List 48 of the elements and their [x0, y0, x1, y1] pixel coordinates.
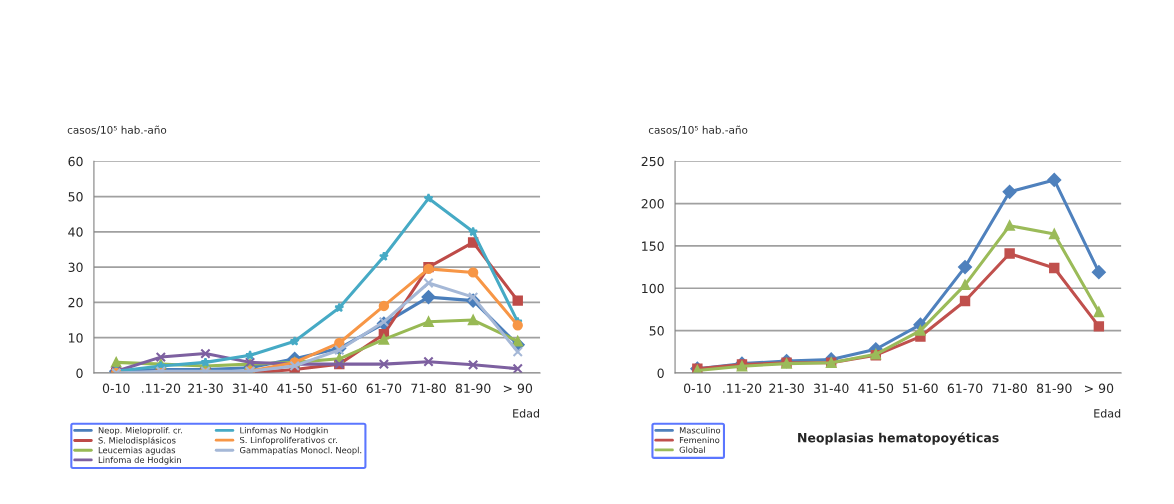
legend-label: S. Linfoproliferativos cr. — [240, 436, 337, 445]
y-axis-title: casos/10⁵ hab.-año — [67, 125, 167, 135]
y-tick-label: 20 — [68, 297, 83, 308]
y-tick-label: 50 — [68, 192, 83, 202]
x-tick-label: 0-10 — [684, 383, 711, 394]
y-tick-label: 40 — [68, 227, 83, 237]
y-tick-label: 100 — [642, 283, 664, 294]
x-axis-title: Edad — [1094, 408, 1121, 418]
x-tick-label: 31-40 — [232, 383, 268, 394]
x-tick-label: 31-40 — [813, 383, 849, 394]
legend-label: Neop. Mieloprolif. cr. — [98, 427, 182, 436]
x-tick-label: 0-10 — [102, 383, 130, 394]
y-tick-label: 200 — [641, 199, 664, 209]
y-tick-label: 60 — [68, 156, 83, 167]
y-tick-label: 30 — [68, 262, 83, 273]
y-axis-title: casos/10⁵ hab.-año — [648, 125, 748, 135]
x-tick-label: 71-80 — [411, 383, 446, 394]
y-tick-label: 0 — [76, 368, 83, 378]
legend-label: Linfoma de Hodgkin — [98, 456, 181, 465]
x-tick-label: 21-30 — [188, 383, 223, 394]
y-tick-label: 0 — [657, 368, 664, 378]
x-tick-label: 61-70 — [947, 383, 983, 394]
legend-label: Leucemias agudas — [98, 446, 176, 455]
legend-label: Linfomas No Hodgkin — [240, 427, 328, 436]
x-axis-title: Edad — [513, 408, 540, 418]
x-tick-label: 51-60 — [903, 383, 938, 394]
text: Neoplasias hematopoyéticas — [798, 432, 999, 445]
x-tick-label: 41-50 — [858, 383, 894, 394]
x-tick-label: .11-20 — [142, 383, 181, 394]
y-tick-label: 250 — [641, 156, 664, 167]
y-tick-label: 50 — [649, 326, 664, 336]
legend-label: Femenino — [679, 436, 720, 444]
x-tick-label: 81-90 — [455, 383, 491, 394]
legend-label: Masculino — [679, 427, 721, 434]
y-tick-label: 150 — [642, 241, 664, 251]
legend-label: S. Mielodisplásicos — [98, 436, 176, 446]
x-tick-label: 81-90 — [1036, 383, 1072, 394]
x-tick-label: > 90 — [1085, 383, 1114, 394]
y-tick-label: 10 — [68, 333, 83, 343]
x-tick-label: 51-60 — [322, 383, 357, 394]
legend-label: Gammapatías Monocl. Neopl. — [240, 446, 362, 455]
x-tick-label: .11-20 — [723, 383, 762, 394]
x-tick-label: 71-80 — [992, 383, 1027, 394]
x-tick-label: 21-30 — [769, 383, 804, 394]
legend-label: Global — [679, 446, 705, 453]
x-tick-label: 61-70 — [366, 383, 402, 394]
x-tick-label: > 90 — [503, 383, 533, 394]
x-tick-label: 41-50 — [277, 383, 313, 394]
